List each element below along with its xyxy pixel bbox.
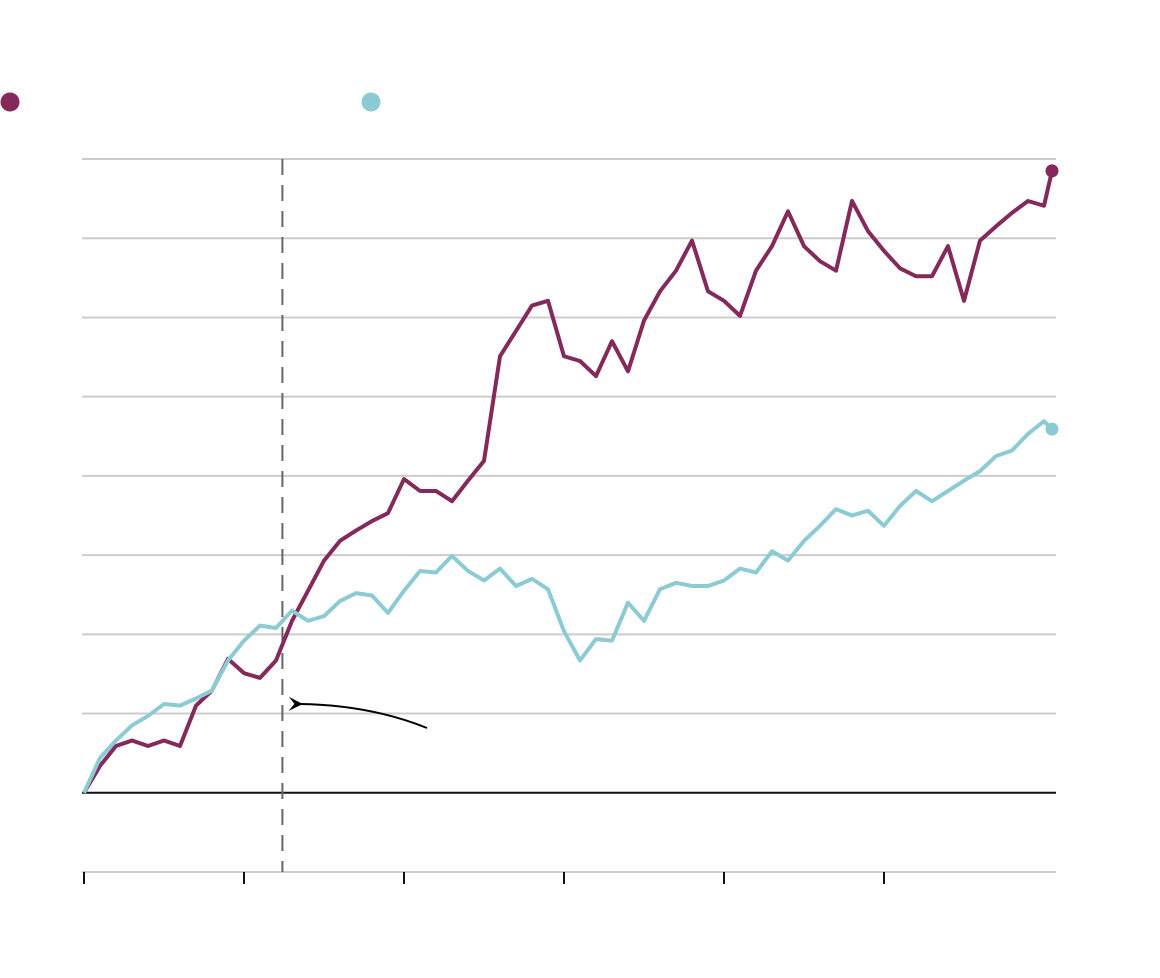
series-line	[82, 170, 1054, 794]
legend-marker	[361, 92, 381, 112]
annotation-arrow	[288, 696, 428, 729]
legend-marker	[0, 92, 20, 112]
end-point	[1045, 164, 1059, 178]
series-line	[82, 419, 1054, 794]
end-point	[1045, 422, 1059, 436]
plot	[0, 92, 1059, 884]
